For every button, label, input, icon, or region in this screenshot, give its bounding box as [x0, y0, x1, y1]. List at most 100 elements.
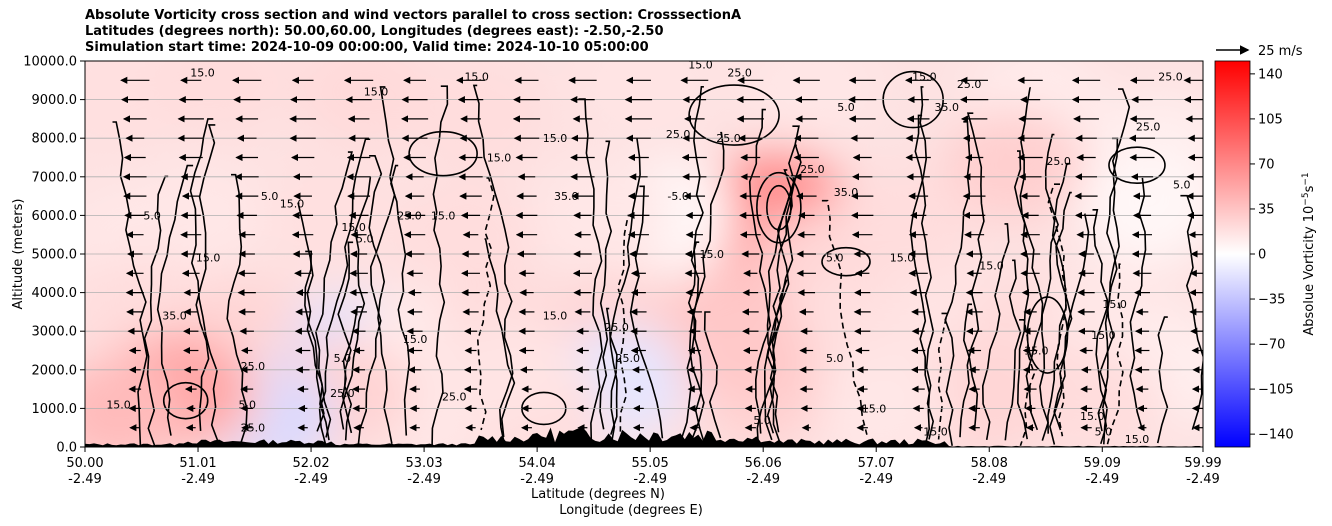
contour-strand-55	[981, 223, 1010, 441]
colorbar-tick-label-4: 0	[1258, 248, 1266, 263]
y-tick-label-10: 10000.0	[23, 55, 77, 70]
contour-strand-50	[1049, 191, 1073, 445]
contour-label-16: 25.0	[716, 132, 741, 145]
x-tick-label-lat-9: 59.09	[1084, 456, 1121, 471]
contour-loop-3	[688, 84, 780, 146]
contour-strand-4	[629, 185, 664, 439]
contour-label-8: 25.0	[1158, 70, 1183, 83]
contour-label-53: 15.0	[106, 398, 131, 411]
contour-strand-25	[756, 175, 797, 447]
contour-label-3: 15.0	[688, 59, 713, 72]
vorticity-cell-44	[85, 357, 189, 447]
vorticity-cell-1	[149, 61, 290, 136]
contour-label-29: 15.0	[196, 252, 221, 265]
contour-label-56: 5.0	[826, 352, 844, 365]
contour-strand-6	[357, 86, 396, 447]
y-tick-label-8: 8000.0	[32, 132, 78, 147]
vorticity-cell-45	[675, 299, 816, 410]
contour-label-45: 15.0	[1080, 410, 1105, 423]
contour-strand-15	[226, 173, 248, 445]
x-tick-label-lon-10: -2.49	[1186, 472, 1220, 487]
contour-label-35: 15.0	[543, 310, 568, 323]
vorticity-cell-34	[809, 353, 950, 447]
chart-title-line-3: Simulation start time: 2024-10-09 00:00:…	[85, 40, 649, 55]
x-tick-label-lat-4: 54.04	[519, 456, 556, 471]
wind-vectors	[120, 76, 1203, 432]
x-axis: 50.00-2.4951.01-2.4952.02-2.4953.03-2.49…	[66, 447, 1222, 487]
colorbar-tick-label-8: −140	[1258, 428, 1294, 443]
contour-label-1: 15.0	[364, 86, 389, 99]
contour-strand-54	[1106, 263, 1124, 445]
contour-label-38: 35.0	[162, 310, 187, 323]
contour-strand-21	[599, 140, 613, 430]
contour-label-13: 25.0	[1046, 155, 1071, 168]
contour-label-4: 25.0	[727, 66, 752, 79]
contour-label-52: 5.0	[334, 352, 352, 365]
contour-strand-27	[937, 312, 948, 440]
contour-strand-47	[769, 125, 802, 433]
contour-label-21: 35.0	[554, 190, 579, 203]
contour-label-7: 15.0	[1114, 51, 1139, 64]
contour-label-44: 15.0	[862, 402, 887, 415]
vorticity-cell-3	[406, 61, 547, 171]
x-tick-label-lat-2: 52.02	[292, 456, 329, 471]
contour-label-40: 15.0	[1024, 344, 1049, 357]
contour-strand-26	[748, 108, 772, 434]
vorticity-cell-8	[1078, 152, 1203, 263]
colorbar-tick-label-3: 35	[1258, 202, 1275, 217]
contour-label-0: 15.0	[190, 66, 215, 79]
x-tick-label-lon-8: -2.49	[972, 472, 1006, 487]
contour-loop-7	[408, 130, 478, 177]
x-tick-label-lon-5: -2.49	[633, 472, 667, 487]
vorticity-cell-4	[574, 61, 715, 144]
y-tick-label-6: 6000.0	[32, 209, 78, 224]
contour-strand-42	[1180, 194, 1203, 430]
contour-label-11: 35.0	[934, 101, 959, 114]
x-tick-label-lat-8: 58.08	[971, 456, 1008, 471]
x-tick-label-lon-7: -2.49	[859, 472, 893, 487]
x-tick-label-lat-5: 55.05	[632, 456, 669, 471]
contour-label-25: 5.0	[356, 232, 374, 245]
contour-label-36: 25.0	[604, 321, 629, 334]
contour-strand-12	[339, 176, 372, 430]
contour-label-30: 5.0	[143, 209, 161, 222]
contour-strand-14	[390, 164, 411, 436]
contour-label-18: 25.0	[800, 163, 825, 176]
contour-label-24: 15.0	[431, 209, 456, 222]
y-tick-label-3: 3000.0	[32, 325, 78, 340]
contour-label-46: 5.0	[1095, 425, 1113, 438]
terrain	[85, 426, 1203, 447]
contour-strand-19	[764, 169, 794, 441]
x-tick-label-lon-3: -2.49	[407, 472, 441, 487]
contour-strand-30	[318, 138, 371, 446]
contour-label-20: -5.0	[667, 190, 688, 203]
contour-label-2: 15.0	[464, 70, 489, 83]
chart-title-line-2: Latitudes (degrees north): 50.00,60.00, …	[85, 24, 664, 39]
contour-loop-1	[766, 184, 792, 231]
contour-strand-45	[1047, 183, 1068, 437]
x-tick-label-lat-3: 53.03	[405, 456, 442, 471]
y-tick-label-5: 5000.0	[32, 248, 78, 263]
contour-label-33: 15.0	[890, 252, 915, 265]
contour-loop-5	[162, 381, 209, 420]
contour-strand-36	[476, 177, 495, 431]
contour-label-19: 35.0	[834, 186, 859, 199]
contour-label-12: 25.0	[1136, 120, 1161, 133]
colorbar-tick-label-2: 70	[1258, 157, 1275, 172]
contour-strand-31	[1129, 177, 1147, 431]
contour-strand-39	[1013, 150, 1030, 440]
contour-strand-7	[315, 151, 353, 441]
contour-strand-58	[195, 124, 216, 431]
x-tick-label-lat-10: 59.99	[1184, 456, 1221, 471]
contour-strand-33	[1156, 316, 1169, 444]
colorbar-ticks: 140 105 70 35 0 −35 −70 −105 −140	[1250, 67, 1294, 443]
x-tick-label-lon-1: -2.49	[181, 472, 215, 487]
contour-label-28: 15.0	[280, 198, 305, 211]
y-tick-label-0: 0.0	[56, 441, 77, 456]
contour-strand-37	[297, 202, 332, 438]
y-tick-label-9: 9000.0	[32, 93, 78, 108]
contour-label-17: 25.0	[666, 128, 691, 141]
colorbar-label: Absolue Vorticity 10−5s−1	[1301, 172, 1317, 335]
contour-labels: 15.0 15.0 15.0 15.0 25.0 15.0 25.0 15.0 25.0 5.0 2…	[106, 51, 1190, 446]
x-tick-label-lon-4: -2.49	[520, 472, 554, 487]
